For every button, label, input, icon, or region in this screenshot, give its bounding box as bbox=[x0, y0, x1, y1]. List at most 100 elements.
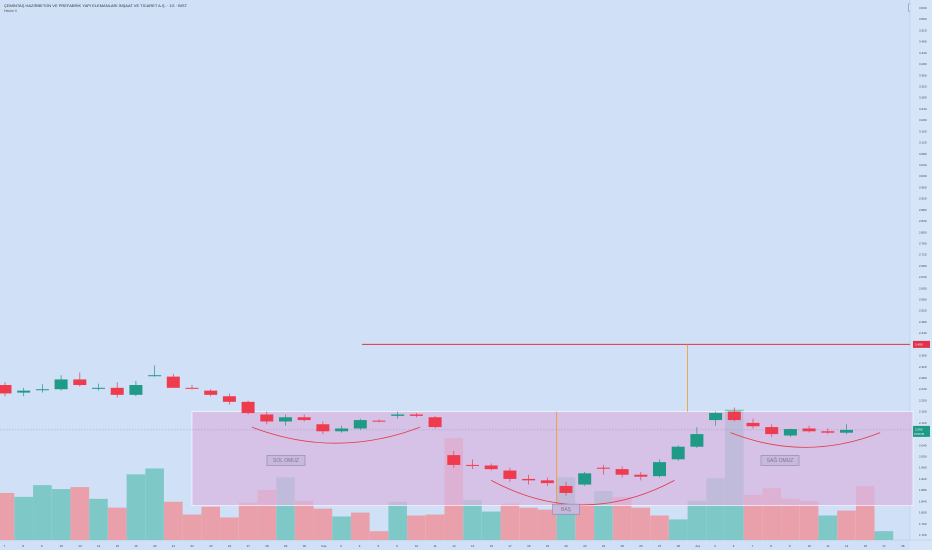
x-tick-label: 14 bbox=[97, 544, 101, 548]
x-tick-label: 25 bbox=[621, 544, 625, 548]
price-axis-area[interactable] bbox=[910, 0, 932, 550]
left-shoulder-arc bbox=[251, 426, 421, 444]
volume-bar bbox=[388, 501, 407, 540]
y-tick-label: 2.200 bbox=[919, 398, 927, 402]
candle-body bbox=[522, 478, 536, 481]
y-tick-label: 2.840 bbox=[919, 219, 927, 223]
chart-title: ÇEMİNTAŞ HAZIRBETON VE PREFABRİK YAPI EL… bbox=[4, 3, 188, 8]
x-tick-label: 14 bbox=[845, 544, 849, 548]
x-tick-label: 24 bbox=[228, 544, 232, 548]
volume-bar bbox=[818, 515, 838, 540]
candle-body bbox=[185, 387, 199, 389]
candle-body bbox=[596, 467, 610, 469]
candle-body bbox=[204, 390, 218, 395]
y-tick-label: 2.360 bbox=[919, 354, 927, 358]
candle-body bbox=[260, 414, 274, 422]
y-tick-label: 3.360 bbox=[919, 73, 927, 77]
x-tick-label: 16 bbox=[490, 544, 494, 548]
y-tick-label: 2.440 bbox=[919, 331, 927, 335]
candle-body bbox=[353, 420, 367, 429]
x-tick-label: 19 bbox=[546, 544, 550, 548]
y-tick-label: 2.880 bbox=[919, 208, 927, 212]
y-tick-label: 1.920 bbox=[919, 477, 927, 481]
volume-bar bbox=[107, 507, 127, 540]
x-tick-label: 4 bbox=[733, 544, 735, 548]
x-tick-label: 20 bbox=[565, 544, 569, 548]
y-tick-label: 2.120 bbox=[919, 421, 927, 425]
volume-bar bbox=[351, 512, 370, 540]
y-tick-label: 3.080 bbox=[919, 152, 927, 156]
candle-body bbox=[428, 417, 442, 428]
y-tick-label: 2.760 bbox=[919, 241, 927, 245]
candle-body bbox=[671, 446, 685, 460]
x-tick-label: 27 bbox=[247, 544, 251, 548]
candle-body bbox=[559, 485, 573, 493]
volume-bar bbox=[575, 503, 594, 540]
y-tick-label: 2.240 bbox=[919, 387, 927, 391]
candle-body bbox=[316, 424, 330, 432]
x-tick-label: 22 bbox=[191, 544, 195, 548]
candle-body bbox=[54, 379, 68, 390]
candle-body bbox=[391, 414, 405, 416]
volume-bar bbox=[743, 494, 763, 540]
y-tick-label: 3.480 bbox=[919, 40, 927, 44]
head-arc bbox=[491, 479, 675, 506]
volume-bar bbox=[0, 492, 15, 540]
y-tick-label: 2.640 bbox=[919, 275, 927, 279]
candle-body bbox=[484, 465, 498, 470]
y-tick-label: 1.960 bbox=[919, 466, 927, 470]
x-tick-label: Kas bbox=[321, 544, 327, 548]
candle-body bbox=[653, 462, 666, 477]
x-tick-label: 7 bbox=[752, 544, 754, 548]
volume-bar bbox=[631, 507, 651, 540]
left-shoulder-label: SOL OMUZ bbox=[273, 458, 299, 464]
candle-body bbox=[690, 434, 704, 447]
volume-bar bbox=[687, 500, 707, 540]
y-tick-label: 2.040 bbox=[919, 443, 927, 447]
y-tick-label: 2.560 bbox=[919, 298, 927, 302]
candle-body bbox=[297, 417, 311, 421]
right-shoulder-label-box[interactable] bbox=[760, 455, 800, 466]
volume-bar bbox=[612, 496, 632, 540]
x-tick-label: 30 bbox=[677, 544, 681, 548]
candle-body bbox=[222, 396, 236, 402]
volume-bar bbox=[332, 516, 351, 540]
candle-body bbox=[92, 387, 105, 389]
y-tick-label: 3.560 bbox=[919, 17, 927, 21]
x-tick-label: 23 bbox=[583, 544, 587, 548]
volume-bar bbox=[238, 502, 258, 540]
current-price-text: 2.095 bbox=[915, 428, 923, 432]
volume-bar bbox=[425, 514, 445, 540]
candle-body bbox=[241, 401, 255, 414]
y-tick-label: 2.480 bbox=[919, 320, 927, 324]
y-tick-label: 3.200 bbox=[919, 118, 927, 122]
x-tick-label: 15 bbox=[116, 544, 120, 548]
x-tick-label: 4 bbox=[359, 544, 361, 548]
candle-body bbox=[35, 389, 49, 391]
candle-body bbox=[148, 375, 162, 377]
candle-body bbox=[840, 429, 853, 433]
x-tick-label: 30 bbox=[303, 544, 307, 548]
left-shoulder-label-box[interactable] bbox=[266, 455, 306, 466]
y-tick-label: 3.240 bbox=[919, 107, 927, 111]
head-label-box[interactable] bbox=[552, 503, 580, 515]
candle-body bbox=[335, 428, 349, 432]
volume-bar bbox=[781, 498, 800, 540]
candle-body bbox=[709, 413, 723, 421]
x-tick-label: 20 bbox=[153, 544, 157, 548]
y-tick-label: 3.600 bbox=[919, 6, 927, 10]
resistance-price-text: 2.400 bbox=[915, 343, 923, 347]
y-tick-label: 1.720 bbox=[919, 533, 927, 537]
x-tick-label: 6 bbox=[396, 544, 398, 548]
candle-body bbox=[129, 385, 143, 395]
x-tick-label: 26 bbox=[639, 544, 643, 548]
y-tick-label: 3.320 bbox=[919, 84, 927, 88]
candle-body bbox=[540, 480, 554, 484]
y-tick-label: 3.160 bbox=[919, 129, 927, 133]
y-tick-label: 2.600 bbox=[919, 286, 927, 290]
candle-body bbox=[110, 387, 124, 395]
x-tick-label: 3 bbox=[340, 544, 342, 548]
volume-bar bbox=[126, 474, 146, 540]
y-tick-label: 2.160 bbox=[919, 410, 927, 414]
